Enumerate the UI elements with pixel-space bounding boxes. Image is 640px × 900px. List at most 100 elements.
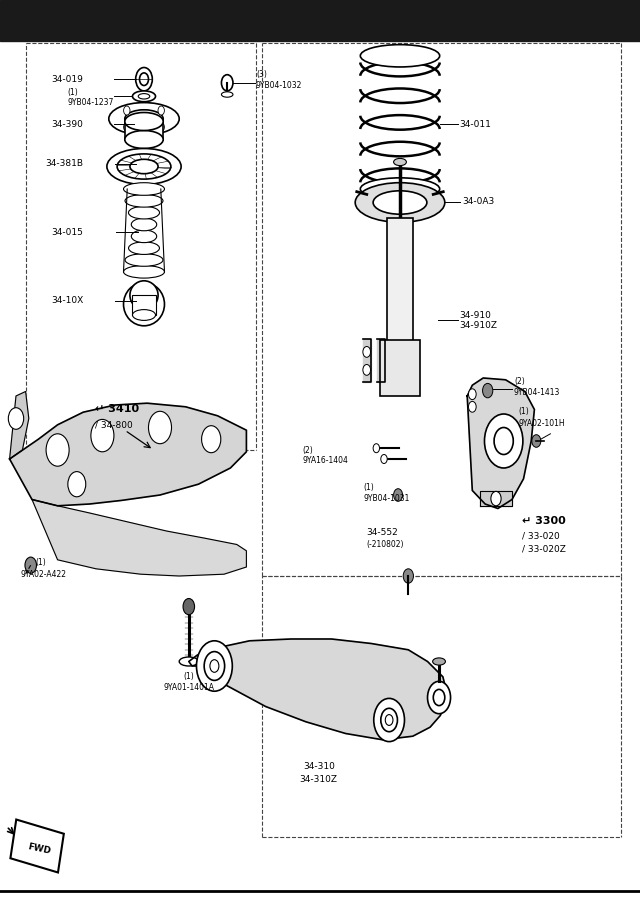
Text: 34-910: 34-910 [460,310,492,320]
Circle shape [148,411,172,444]
Circle shape [433,689,445,706]
Circle shape [140,73,148,86]
Circle shape [484,414,523,468]
Bar [0,0,640,40]
Bar [387,218,413,342]
Text: FWD: FWD [27,842,51,856]
Text: 34-552: 34-552 [366,528,398,537]
Ellipse shape [394,158,406,166]
Text: 34-390: 34-390 [51,120,83,129]
Circle shape [158,122,164,131]
Circle shape [363,364,371,375]
Text: (1): (1) [35,558,46,567]
Bar [132,295,156,315]
Text: (1): (1) [184,672,194,681]
Circle shape [210,660,219,672]
Text: (-210802): (-210802) [366,540,404,549]
Bar [380,340,420,396]
Text: (2): (2) [302,446,313,454]
Text: 34-381B: 34-381B [45,159,83,168]
Text: / 33-020Z: / 33-020Z [522,544,566,554]
Polygon shape [10,392,29,459]
Ellipse shape [373,191,427,214]
Polygon shape [10,820,64,872]
Circle shape [8,408,24,429]
Text: 9YB04-1237: 9YB04-1237 [67,98,113,107]
Circle shape [374,698,404,742]
Text: 9YA02-101H: 9YA02-101H [518,418,565,427]
Text: 34-011: 34-011 [460,120,492,129]
Circle shape [394,489,403,501]
Text: (3): (3) [256,70,267,79]
Text: (1): (1) [364,483,374,492]
Text: (2): (2) [514,377,525,386]
Ellipse shape [179,657,198,666]
Text: (1): (1) [67,88,78,97]
Text: 34-10X: 34-10X [51,296,83,305]
Circle shape [46,434,69,466]
Text: 9YB04-1032: 9YB04-1032 [256,81,302,90]
Text: ↵ 3410: ↵ 3410 [95,404,139,414]
Circle shape [532,435,541,447]
Ellipse shape [117,154,171,179]
Text: 34-910Z: 34-910Z [460,321,497,330]
Circle shape [483,383,493,398]
Ellipse shape [132,91,156,102]
Text: 34-0A3: 34-0A3 [462,197,494,206]
Circle shape [468,401,476,412]
Polygon shape [189,639,448,740]
Circle shape [196,641,232,691]
Ellipse shape [130,281,158,310]
Ellipse shape [131,218,157,230]
Circle shape [363,346,371,357]
Ellipse shape [125,130,163,148]
Circle shape [373,444,380,453]
Circle shape [428,681,451,714]
Ellipse shape [109,103,179,135]
Text: 34-310Z: 34-310Z [300,775,338,784]
Text: 9YA16-1404: 9YA16-1404 [302,456,348,465]
Ellipse shape [125,110,163,128]
Ellipse shape [107,148,181,184]
Bar [125,122,163,140]
Circle shape [468,389,476,400]
Ellipse shape [129,206,159,219]
Circle shape [491,491,501,506]
Circle shape [124,122,130,131]
Text: (1): (1) [518,407,529,416]
Ellipse shape [125,112,163,130]
Circle shape [158,106,164,115]
Circle shape [91,419,114,452]
Ellipse shape [130,159,158,174]
Text: 9YB04-1031: 9YB04-1031 [364,494,410,503]
Text: / 33-020: / 33-020 [522,532,559,541]
Text: / 34-800: / 34-800 [95,420,132,429]
Ellipse shape [132,310,156,320]
Text: 34-310: 34-310 [303,762,335,771]
Ellipse shape [125,194,163,207]
Ellipse shape [433,658,445,665]
Polygon shape [10,403,246,506]
Polygon shape [480,491,512,506]
Circle shape [494,428,513,454]
Polygon shape [377,339,385,382]
Circle shape [68,472,86,497]
Ellipse shape [124,183,164,195]
Circle shape [381,708,397,732]
Polygon shape [467,378,534,508]
Circle shape [221,75,233,91]
Text: ↵ 3300: ↵ 3300 [522,516,565,526]
Circle shape [385,715,393,725]
Ellipse shape [125,254,163,266]
Text: 9YB04-1413: 9YB04-1413 [514,388,560,397]
Polygon shape [32,500,246,576]
Text: 34-015: 34-015 [51,228,83,237]
Ellipse shape [221,92,233,97]
Ellipse shape [131,230,157,243]
Ellipse shape [129,242,159,255]
Ellipse shape [124,266,164,278]
Ellipse shape [355,183,445,222]
Ellipse shape [360,178,440,200]
Circle shape [202,426,221,453]
Circle shape [381,454,387,464]
